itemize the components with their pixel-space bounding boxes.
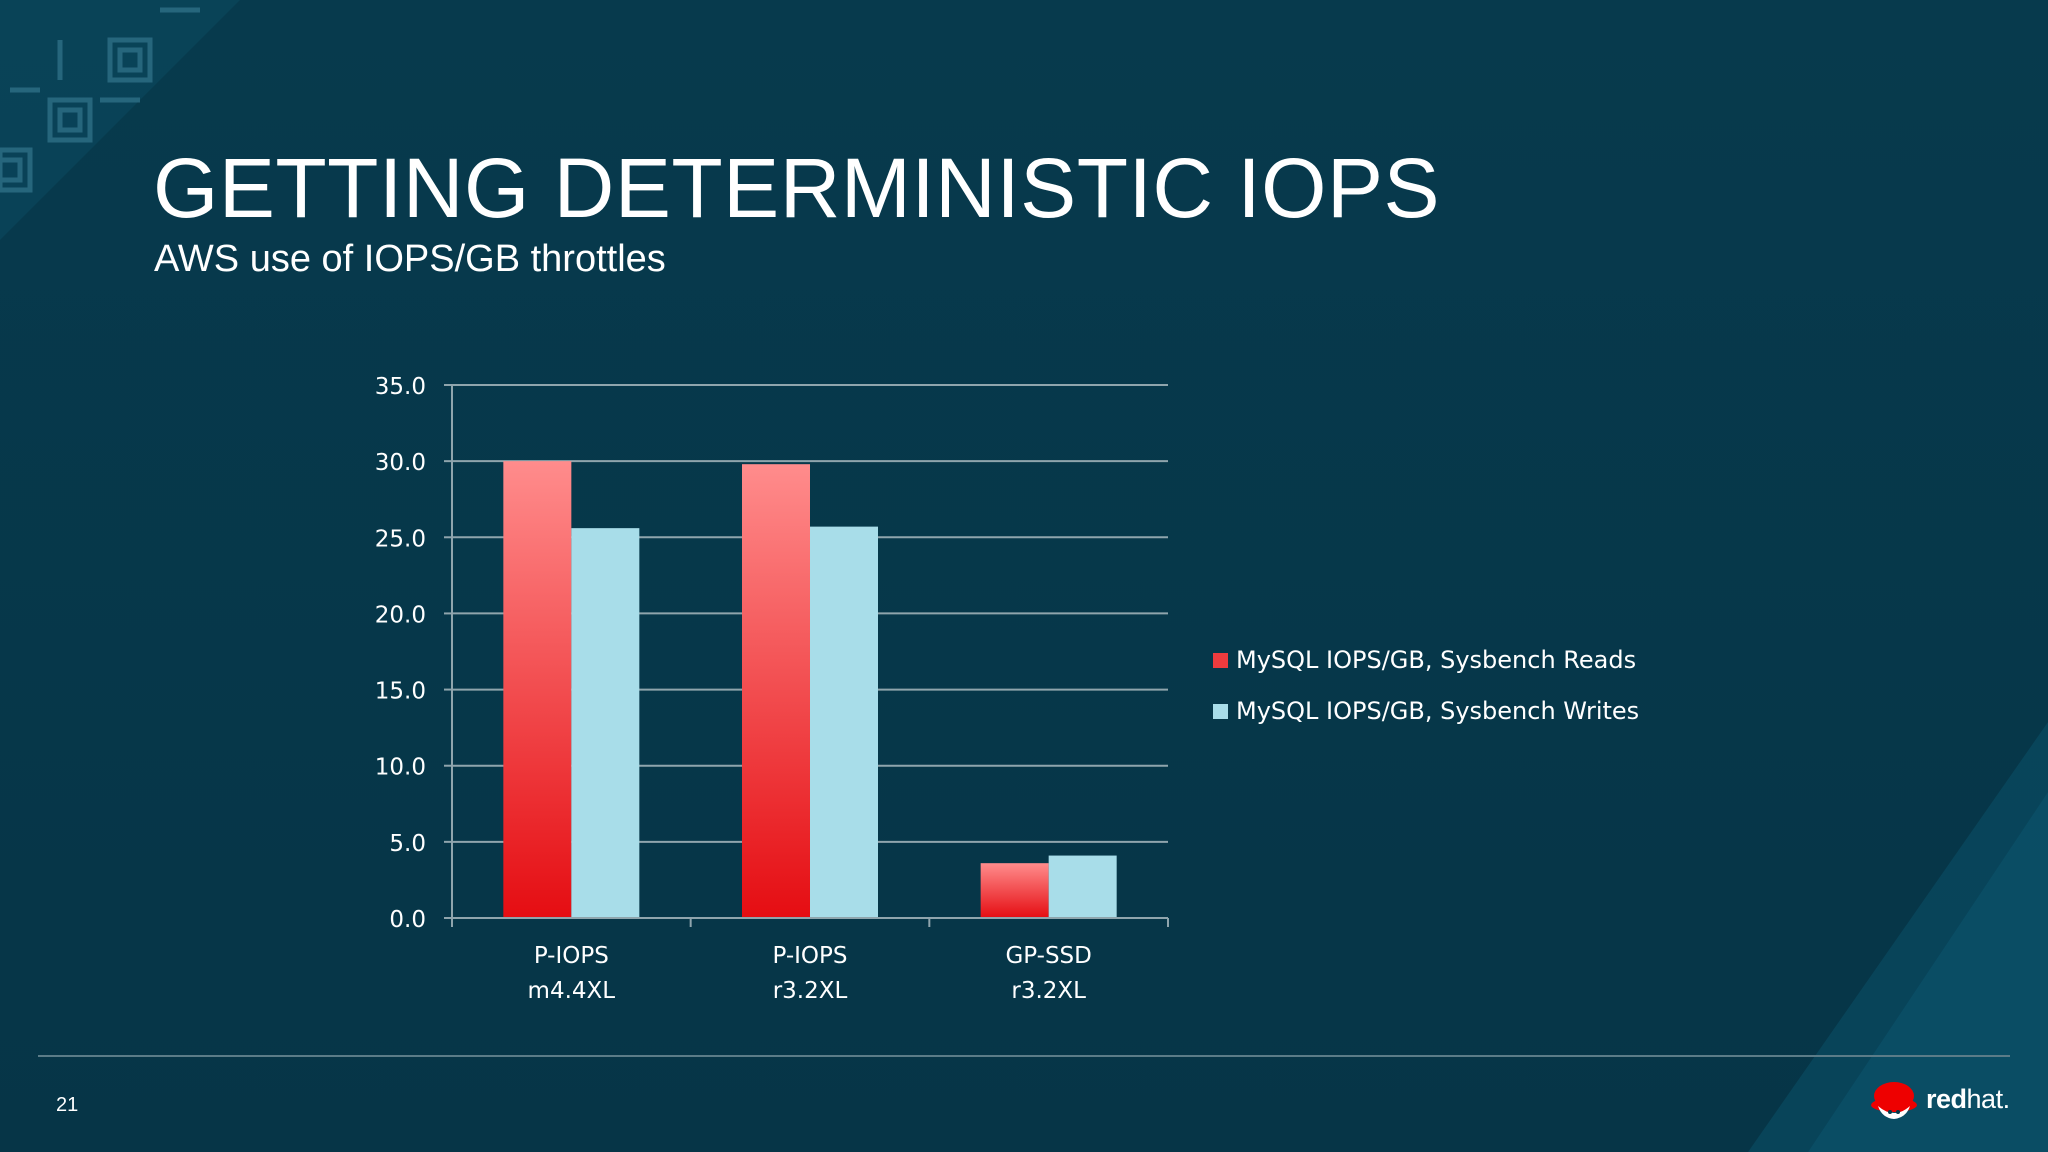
bar-reads bbox=[980, 863, 1049, 918]
y-tick-label: 20.0 bbox=[375, 602, 426, 628]
slide-number: 21 bbox=[56, 1094, 79, 1116]
y-tick-label: 35.0 bbox=[375, 374, 426, 400]
bar-writes bbox=[1048, 855, 1117, 918]
footer-divider bbox=[38, 1055, 2010, 1057]
x-category-label: m4.4XL bbox=[528, 978, 616, 1004]
y-tick-label: 5.0 bbox=[389, 831, 426, 857]
shadowman-icon bbox=[1871, 1082, 1917, 1119]
legend-swatch-reads bbox=[1213, 653, 1228, 668]
decorative-corner bbox=[1748, 722, 2048, 1152]
slide-title: GETTING DETERMINISTIC IOPS bbox=[153, 141, 1441, 235]
y-tick-label: 10.0 bbox=[375, 755, 426, 781]
y-tick-label: 0.0 bbox=[389, 907, 426, 933]
legend-swatch-writes bbox=[1213, 704, 1228, 719]
brand-bold: red bbox=[1926, 1084, 1967, 1114]
legend-label: MySQL IOPS/GB, Sysbench Reads bbox=[1236, 646, 1636, 674]
bar-reads bbox=[742, 464, 810, 918]
bar-writes bbox=[810, 526, 878, 918]
decorative-pattern bbox=[0, 0, 240, 240]
redhat-logo: redhat. bbox=[1870, 1076, 2020, 1122]
brand-light: hat. bbox=[1966, 1084, 2011, 1114]
redhat-wordmark: redhat. bbox=[1926, 1084, 2010, 1115]
bar-writes bbox=[571, 528, 640, 918]
legend-label: MySQL IOPS/GB, Sysbench Writes bbox=[1236, 697, 1639, 725]
y-tick-label: 15.0 bbox=[375, 679, 426, 705]
y-tick-label: 25.0 bbox=[375, 526, 426, 552]
slide-subtitle: AWS use of IOPS/GB throttles bbox=[154, 238, 666, 280]
bar-reads bbox=[503, 461, 572, 918]
x-category-label: GP-SSD bbox=[1005, 943, 1091, 969]
x-category-label: r3.2XL bbox=[773, 978, 848, 1004]
x-category-label: P-IOPS bbox=[534, 943, 609, 969]
x-category-label: P-IOPS bbox=[772, 943, 847, 969]
x-category-label: r3.2XL bbox=[1011, 978, 1086, 1004]
y-tick-label: 30.0 bbox=[375, 450, 426, 476]
